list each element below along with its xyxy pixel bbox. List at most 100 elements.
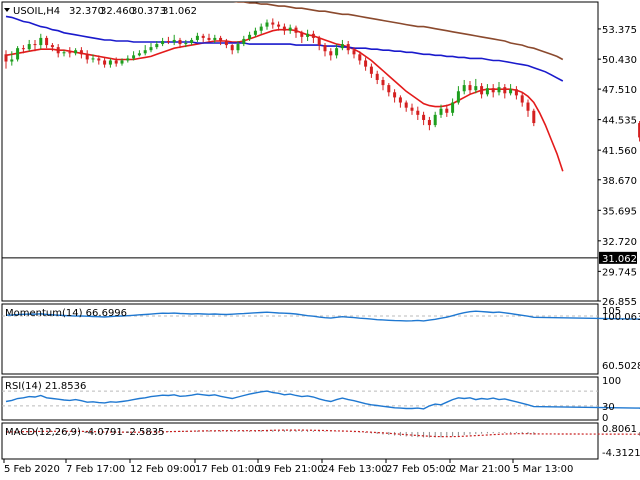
candle-body — [242, 38, 246, 45]
momentum-tick: 100.0633 — [602, 312, 640, 323]
y-tick-label: 50.430 — [602, 55, 637, 66]
momentum-line — [5, 310, 640, 322]
candle-body — [126, 58, 130, 61]
candle-body — [248, 34, 252, 39]
candle-body — [381, 79, 385, 86]
candle-body — [195, 35, 199, 40]
candle-body — [532, 110, 536, 124]
candle-body — [184, 43, 188, 45]
candle-body — [62, 52, 66, 54]
candle-body — [346, 44, 350, 51]
x-tick-label: 27 Feb 05:00 — [386, 464, 452, 475]
candle-body — [485, 88, 489, 95]
y-tick-label: 32.720 — [602, 237, 637, 248]
rsi-line — [5, 390, 640, 410]
candle-body — [27, 44, 31, 50]
candle-body — [422, 114, 426, 120]
dropdown-arrow-icon — [4, 8, 10, 12]
x-tick-label: 19 Feb 21:00 — [258, 464, 324, 475]
candle-body — [445, 108, 449, 113]
candle-body — [56, 47, 60, 54]
candle-body — [10, 59, 14, 62]
momentum-label: Momentum(14) 66.6996 — [5, 308, 127, 319]
candle-body — [451, 102, 455, 113]
candle-body — [190, 39, 194, 44]
current-price-line: 31.062 — [2, 251, 637, 265]
candle-body — [404, 102, 408, 108]
candle-body — [358, 54, 362, 61]
candle-body — [416, 110, 420, 115]
candle-body — [323, 45, 327, 52]
momentum-tick-extra: 105 — [602, 306, 621, 317]
candle-body — [526, 102, 530, 111]
candle-body — [132, 55, 136, 59]
candle-body — [85, 54, 89, 60]
symbol-header: USOIL,H4 — [13, 6, 60, 17]
x-axis-ticks: 5 Feb 2020 7 Feb 17:00 12 Feb 09:00 17 Feb … — [3, 459, 573, 475]
rsi-tick: 100 — [602, 376, 621, 387]
ma-slow-line — [233, 2, 564, 61]
candle-body — [4, 54, 8, 62]
candle-body — [410, 107, 414, 111]
candle-body — [236, 44, 240, 51]
candle-body — [271, 22, 275, 25]
candle-body — [433, 114, 437, 126]
momentum-tick: 60.5028 — [602, 361, 640, 372]
x-tick-label: 5 Mar 13:00 — [513, 464, 573, 475]
rsi-tick: 30 — [602, 402, 615, 413]
candle-body — [393, 92, 397, 98]
candle-body — [329, 51, 333, 56]
candle-body — [520, 95, 524, 103]
candle-body — [224, 40, 228, 46]
candle-body — [155, 44, 159, 48]
macd-tick: 0.8061 — [602, 424, 637, 435]
price-candles[interactable] — [4, 18, 640, 293]
candle-body — [166, 40, 170, 43]
x-tick-label: 2 Mar 21:00 — [450, 464, 510, 475]
candle-body — [79, 50, 83, 55]
ohlc-value: 32.370 — [69, 6, 104, 17]
ohlc-value: 30.373 — [131, 6, 166, 17]
candle-body — [207, 37, 211, 40]
candle-body — [514, 89, 518, 96]
candle-body — [439, 108, 443, 115]
rsi-panel: RSI(14) 21.8536 100 300 — [2, 376, 640, 424]
candle-body — [497, 87, 501, 93]
candle-body — [427, 119, 431, 126]
candle-body — [288, 27, 292, 31]
candle-body — [143, 50, 147, 54]
panel-frames — [1, 1, 599, 460]
y-tick-label: 53.375 — [602, 25, 637, 36]
candle-body — [317, 37, 321, 46]
candle-body — [137, 53, 141, 56]
candle-body — [474, 86, 478, 91]
candle-body — [282, 26, 286, 31]
candle-body — [253, 30, 257, 35]
candle-body — [638, 123, 640, 138]
y-tick-label: 26.855 — [602, 297, 637, 308]
candle-body — [149, 47, 153, 51]
price-label-box — [599, 251, 637, 264]
macd-signal-line — [5, 429, 640, 438]
candle-body — [97, 58, 101, 61]
candle-body — [74, 50, 78, 54]
panel-frame-main — [1, 1, 599, 302]
candle-body — [161, 40, 165, 45]
candle-body — [468, 85, 472, 91]
candle-body — [45, 37, 49, 46]
candle-body — [509, 89, 513, 94]
candle-body — [306, 33, 310, 37]
x-tick-label: 5 Feb 2020 — [4, 464, 60, 475]
macd-panel: MACD(12,26,9) -4.0791 -2.5835 0.8061 -4.31… — [5, 424, 640, 459]
candle-body — [265, 22, 269, 27]
macd-label: MACD(12,26,9) -4.0791 -2.5835 — [5, 427, 165, 438]
x-tick-label: 24 Feb 13:00 — [322, 464, 388, 475]
y-tick-label: 35.695 — [602, 206, 637, 217]
candle-body — [201, 35, 205, 38]
y-tick-label: 47.510 — [602, 85, 637, 96]
x-tick-label: 12 Feb 09:00 — [130, 464, 196, 475]
x-tick-label: 7 Feb 17:00 — [66, 464, 125, 475]
candle-body — [503, 87, 507, 94]
